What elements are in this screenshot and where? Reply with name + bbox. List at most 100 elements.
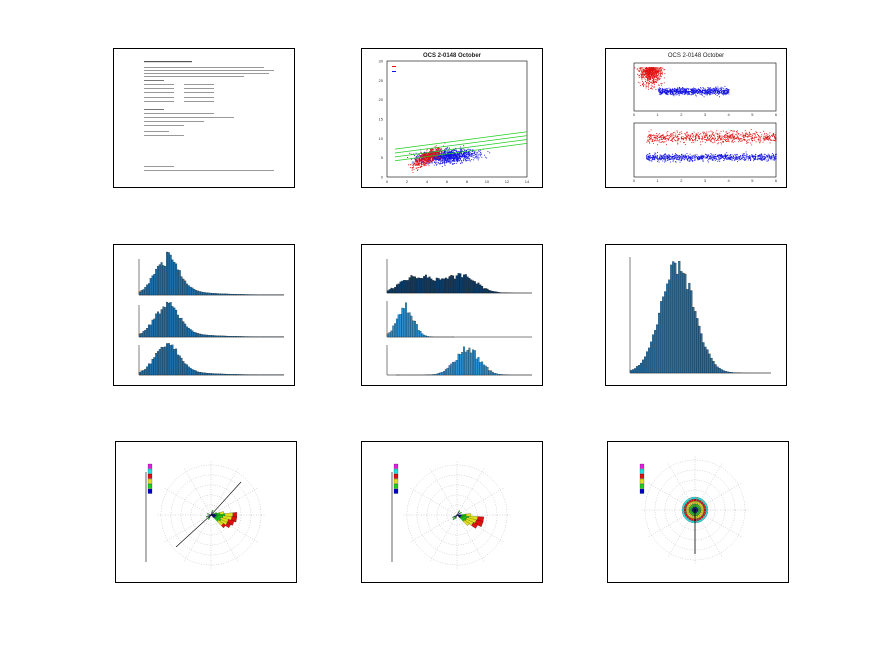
scatter-point <box>446 158 448 159</box>
scatter-point <box>662 134 664 136</box>
histogram-bar <box>189 329 192 338</box>
scatter-point <box>654 79 656 80</box>
scatter-point <box>661 158 662 160</box>
scatter-point <box>433 159 435 161</box>
scatter-point <box>703 90 705 92</box>
histogram-bar <box>171 259 174 296</box>
fit-line <box>394 131 528 150</box>
x-tick-label: 2 <box>680 112 683 117</box>
scatter-point <box>651 71 653 73</box>
scatter-point <box>758 137 760 139</box>
scatter-point <box>705 139 707 141</box>
scatter-point <box>736 157 738 159</box>
scatter-point <box>674 87 676 89</box>
scatter-point <box>767 137 769 139</box>
histogram-bar <box>224 293 227 296</box>
y-tick-label: 0 <box>381 175 384 180</box>
histogram-bar <box>464 351 467 376</box>
scatter-point <box>652 76 654 78</box>
scatter-point <box>693 139 695 141</box>
scatter-point <box>659 92 661 94</box>
scatter-point <box>729 135 731 136</box>
scatter-point <box>720 156 722 158</box>
scatter-point <box>697 155 699 157</box>
scatter-point <box>688 160 690 162</box>
scatter-point <box>772 152 774 154</box>
scatter-point <box>708 87 709 89</box>
scatter-point <box>684 90 686 92</box>
scatter-point <box>677 90 679 92</box>
scatter-point <box>420 159 422 161</box>
scatter-point <box>655 67 656 69</box>
scatter-point <box>746 156 747 158</box>
scatter-point <box>722 141 724 143</box>
histogram-bar <box>666 283 669 374</box>
scatter-point <box>647 76 649 78</box>
scatter-point <box>717 92 718 94</box>
scatter-point <box>434 158 436 160</box>
scatter-point <box>660 156 662 157</box>
scatter-point <box>691 155 693 157</box>
histogram-bar <box>397 314 400 338</box>
scatter-point <box>736 154 738 156</box>
scatter-point <box>674 88 675 90</box>
scatter-point <box>459 149 461 151</box>
scatter-point <box>676 89 678 91</box>
scatter-point <box>448 161 450 163</box>
scatter-point <box>446 154 448 156</box>
scatter-point <box>446 161 447 162</box>
scatter-point <box>673 95 675 97</box>
scatter-point <box>687 133 689 135</box>
scatter-point <box>689 93 691 95</box>
scatter-point <box>697 159 699 161</box>
subplot-frame <box>633 122 777 178</box>
scatter-point <box>637 69 639 71</box>
scatter-point <box>419 158 420 160</box>
scatter-point <box>656 134 658 136</box>
histogram-bar <box>216 335 219 338</box>
scatter-point <box>659 135 661 137</box>
x-tick-label: 0 <box>386 179 389 184</box>
scatter-point <box>719 135 721 137</box>
scatter-point <box>433 154 435 156</box>
scatter-point <box>652 82 654 83</box>
scatter-point <box>689 139 691 141</box>
scatter-point <box>452 157 454 159</box>
scatter-point <box>761 158 762 160</box>
x-tick-label: 1 <box>657 178 660 183</box>
histogram-bar <box>652 334 655 374</box>
scatter-point <box>653 67 655 68</box>
scatter-point <box>773 155 774 157</box>
scatter-point <box>716 133 718 135</box>
histogram-bar <box>415 324 418 338</box>
scatter-point <box>464 156 466 158</box>
scatter-point <box>709 155 711 157</box>
scatter-point <box>465 155 466 157</box>
scatter-point <box>759 157 760 159</box>
scatter-point <box>734 153 736 155</box>
histogram-bar <box>151 275 154 296</box>
scatter-point <box>471 156 473 158</box>
scatter-point <box>415 164 417 166</box>
scatter-point <box>430 150 432 152</box>
scatter-point <box>427 160 429 162</box>
scatter-point <box>651 158 653 160</box>
scatter-point <box>700 144 702 146</box>
scatter-point <box>425 160 427 162</box>
scatter-point <box>664 68 666 70</box>
scatter-point <box>437 162 439 164</box>
scatter-point <box>455 155 456 157</box>
histogram-bar <box>202 334 205 338</box>
scatter-point <box>762 141 764 143</box>
histogram-bar <box>204 292 207 296</box>
scatter-point <box>425 152 427 154</box>
histogram-bar <box>472 349 475 376</box>
scatter-point <box>706 90 708 92</box>
scatter-point <box>672 156 673 158</box>
histogram-bar <box>218 335 221 338</box>
histogram-bar <box>202 372 205 376</box>
scatter-point <box>715 154 717 156</box>
scatter-point <box>642 84 644 86</box>
scatter-point <box>693 89 694 91</box>
scatter-point <box>681 91 683 93</box>
